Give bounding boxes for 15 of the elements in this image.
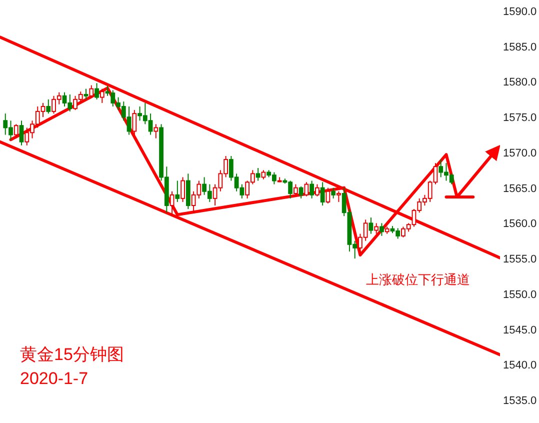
y-tick-label: 1550.0 [503, 288, 537, 301]
y-tick-label: 1540.0 [503, 360, 537, 372]
y-tick-label: 1545.0 [503, 324, 537, 336]
y-tick-label: 1535.0 [503, 395, 537, 407]
annotation: 黄金15分钟图 [20, 345, 124, 364]
y-tick-label: 1570.0 [503, 147, 537, 160]
y-tick-label: 1565.0 [503, 182, 537, 195]
annotation: 上涨破位下行通道 [366, 272, 470, 287]
y-tick-label: 1555.0 [503, 254, 537, 266]
y-tick-label: 1575.0 [503, 112, 537, 124]
y-tick-label: 1560.0 [503, 218, 537, 230]
y-tick-label: 1580.0 [503, 76, 537, 89]
annotation: 2020-1-7 [20, 369, 88, 388]
y-tick-label: 1590.0 [503, 6, 537, 18]
y-tick-label: 1585.0 [503, 41, 537, 54]
